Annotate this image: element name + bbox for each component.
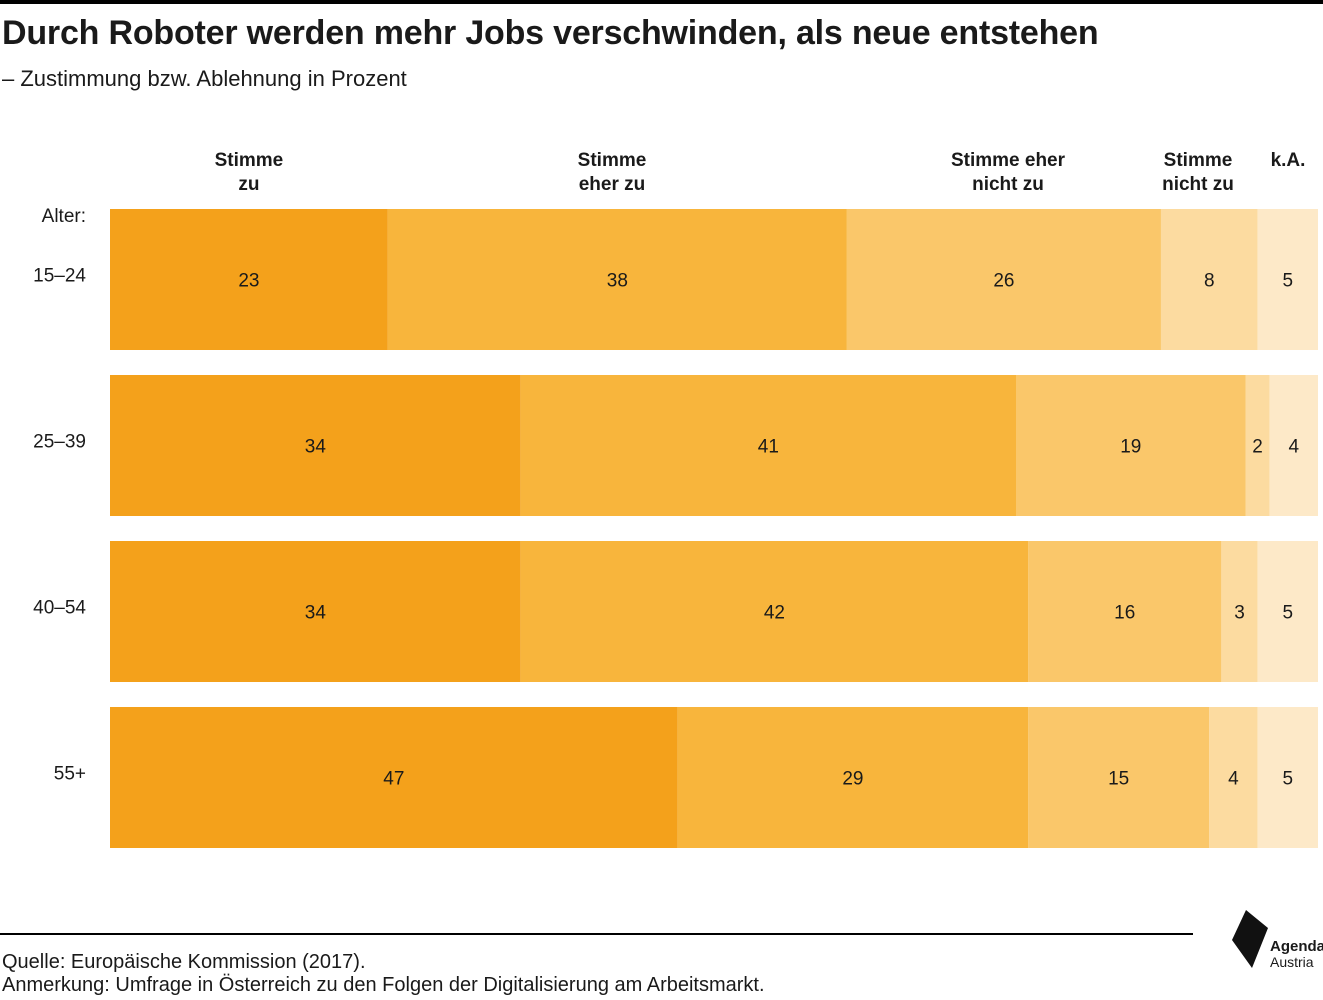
bar-segment-2-2 — [1028, 541, 1222, 682]
bar-segment-3-2 — [1028, 707, 1210, 848]
bar-segment-1-2 — [1016, 375, 1246, 516]
column-header-1-0: Stimme — [578, 150, 647, 171]
bar-segment-1-1 — [520, 375, 1016, 516]
bar-value-0-1: 38 — [607, 271, 628, 292]
bar-segment-3-1 — [677, 707, 1029, 848]
row-label-0: 15–24 — [33, 266, 86, 287]
bar-value-1-3: 2 — [1252, 437, 1263, 458]
row-axis-label: Alter: — [42, 206, 86, 227]
bar-value-2-2: 16 — [1114, 603, 1135, 624]
source-note: Quelle: Europäische Kommission (2017). — [2, 951, 366, 973]
bar-segment-0-4 — [1257, 209, 1318, 350]
column-header-0-1: zu — [238, 174, 259, 195]
column-header-0-0: Stimme — [215, 150, 284, 171]
bar-segment-0-3 — [1160, 209, 1258, 350]
bar-value-1-0: 34 — [305, 437, 327, 458]
bar-value-0-2: 26 — [993, 271, 1014, 292]
column-header-3-1: nicht zu — [1162, 174, 1234, 195]
bar-segment-1-3 — [1245, 375, 1270, 516]
bar-value-2-1: 42 — [764, 603, 785, 624]
annotation-note: Anmerkung: Umfrage in Österreich zu den … — [2, 974, 765, 996]
bar-value-0-4: 5 — [1283, 271, 1294, 292]
bar-value-3-0: 47 — [383, 769, 404, 790]
column-header-2-0: Stimme eher — [951, 150, 1066, 171]
bar-value-3-4: 5 — [1283, 769, 1294, 790]
chart-title: Durch Roboter werden mehr Jobs verschwin… — [2, 14, 1099, 52]
bar-value-1-2: 19 — [1120, 437, 1141, 458]
bar-value-2-4: 5 — [1283, 603, 1294, 624]
bar-segment-1-0 — [110, 375, 521, 516]
agenda-austria-logo: Agenda Austria — [1228, 908, 1323, 970]
bar-value-1-1: 41 — [758, 437, 779, 458]
bar-value-0-3: 8 — [1204, 271, 1215, 292]
bar-segment-0-0 — [110, 209, 388, 350]
column-header-2-1: nicht zu — [972, 174, 1044, 195]
row-label-2: 40–54 — [33, 598, 86, 619]
column-header-4-0: k.A. — [1271, 150, 1306, 171]
bar-value-0-0: 23 — [238, 271, 259, 292]
top-rule — [0, 0, 1323, 4]
bar-segment-2-1 — [520, 541, 1029, 682]
logo-name: Agenda — [1270, 938, 1323, 955]
column-header-3-0: Stimme — [1164, 150, 1233, 171]
bar-segment-3-4 — [1257, 707, 1318, 848]
bar-segment-3-0 — [110, 707, 678, 848]
bar-segment-0-1 — [387, 209, 847, 350]
bar-value-3-1: 29 — [842, 769, 863, 790]
bar-segment-2-0 — [110, 541, 521, 682]
bar-segment-3-3 — [1209, 707, 1258, 848]
bar-value-1-4: 4 — [1289, 437, 1300, 458]
row-label-1: 25–39 — [33, 432, 86, 453]
bar-segment-2-4 — [1257, 541, 1318, 682]
bar-segment-2-3 — [1221, 541, 1258, 682]
bar-value-2-3: 3 — [1234, 603, 1245, 624]
logo-mark-icon — [1232, 910, 1268, 968]
bar-value-2-0: 34 — [305, 603, 327, 624]
row-label-3: 55+ — [54, 764, 86, 785]
column-header-1-1: eher zu — [579, 174, 646, 195]
bar-segment-1-4 — [1269, 375, 1318, 516]
chart-subtitle: – Zustimmung bzw. Ablehnung in Prozent — [2, 66, 407, 91]
bar-segment-0-2 — [846, 209, 1161, 350]
bar-value-3-2: 15 — [1108, 769, 1129, 790]
logo-sub: Austria — [1270, 954, 1314, 970]
bar-value-3-3: 4 — [1228, 769, 1239, 790]
footer-rule — [0, 933, 1193, 935]
